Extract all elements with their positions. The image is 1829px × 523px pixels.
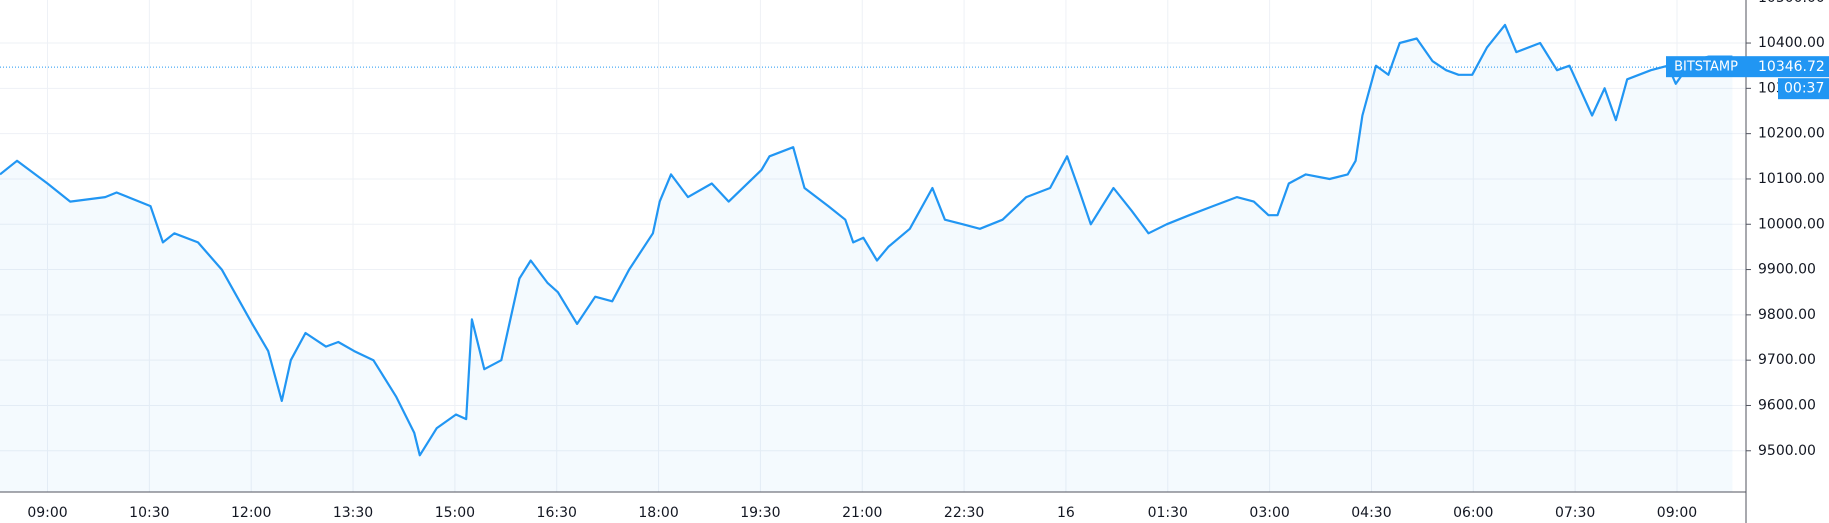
y-tick-label: 10500.00 xyxy=(1758,0,1825,6)
x-tick-label: 18:00 xyxy=(638,505,678,521)
x-tick-label: 22:30 xyxy=(944,505,984,521)
x-tick-label: 07:30 xyxy=(1555,505,1595,521)
x-tick-label: 12:00 xyxy=(231,505,271,521)
x-tick-label: 01:30 xyxy=(1148,505,1188,521)
price-badge xyxy=(1746,56,1829,78)
countdown-badge xyxy=(1778,78,1829,100)
countdown-label: 00:37 xyxy=(1784,81,1824,97)
y-tick-label: 9800.00 xyxy=(1758,307,1816,323)
y-tick-label: 10100.00 xyxy=(1758,171,1825,187)
y-tick-label: 9700.00 xyxy=(1758,352,1816,368)
x-tick-label: 19:30 xyxy=(740,505,780,521)
x-tick-label: 16:30 xyxy=(537,505,577,521)
x-tick-label: 15:00 xyxy=(435,505,475,521)
x-tick-label: 10:30 xyxy=(129,505,169,521)
x-tick-label: 04:30 xyxy=(1351,505,1391,521)
y-tick-label: 9500.00 xyxy=(1758,443,1816,459)
x-tick-label: 21:00 xyxy=(842,505,882,521)
x-tick-label: 03:00 xyxy=(1249,505,1289,521)
y-tick-label: 9600.00 xyxy=(1758,397,1816,413)
price-label: 10346.72 xyxy=(1758,59,1825,75)
source-label: BITSTAMP xyxy=(1674,60,1738,75)
area xyxy=(0,24,1733,493)
x-tick-label: 09:00 xyxy=(27,505,67,521)
x-tick-label: 13:30 xyxy=(333,505,373,521)
price-line xyxy=(0,23,1733,457)
y-tick-label: 10400.00 xyxy=(1758,35,1825,51)
x-tick-label: 06:00 xyxy=(1453,505,1493,521)
y-tick-label: 10000.00 xyxy=(1758,216,1825,232)
x-tick-label: 16 xyxy=(1057,505,1075,521)
x-tick-label: 09:00 xyxy=(1657,505,1697,521)
source-badge xyxy=(1666,56,1746,78)
y-tick-label: 10200.00 xyxy=(1758,126,1825,142)
y-tick-label: 9900.00 xyxy=(1758,262,1816,278)
